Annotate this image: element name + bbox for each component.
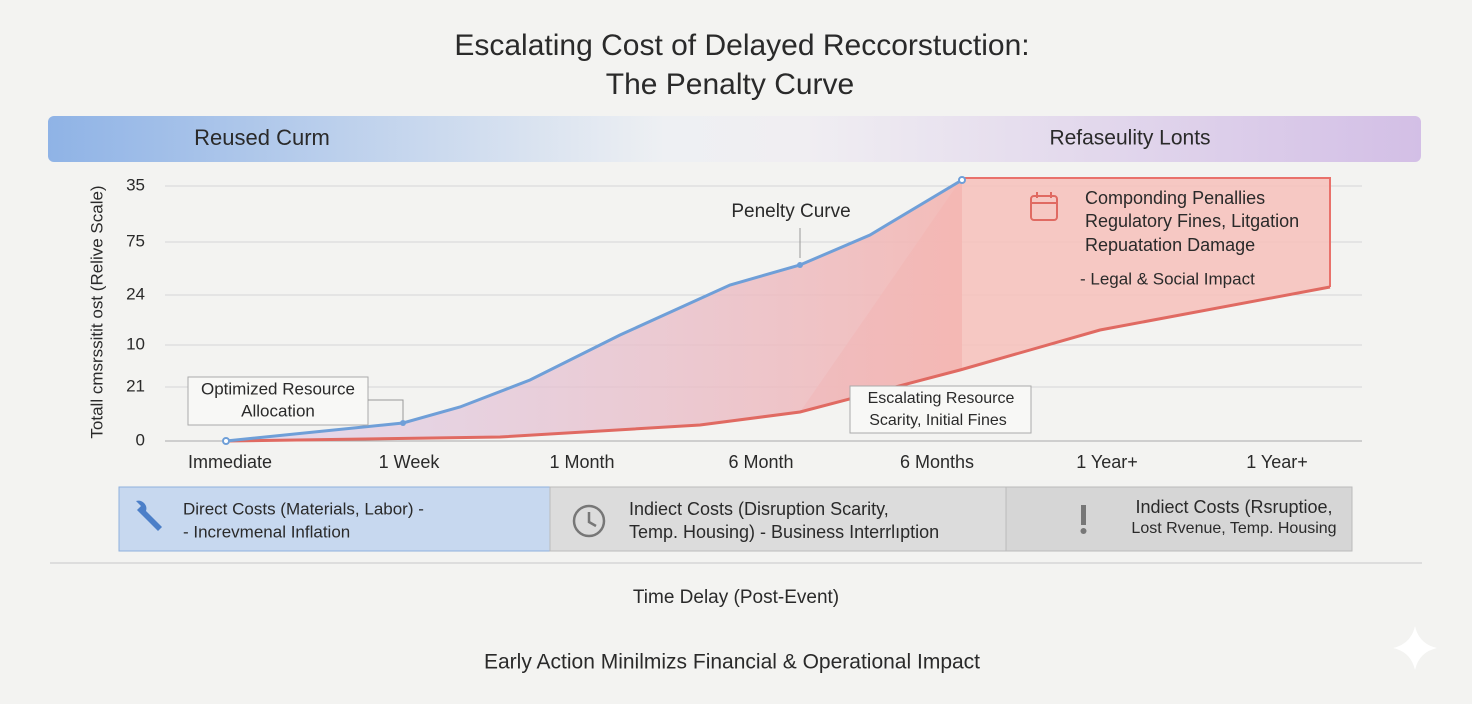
cost-box xyxy=(549,486,1007,552)
region-edge xyxy=(962,177,1331,287)
annotation: Regulatory Fines, Litgation xyxy=(1085,211,1299,231)
x-tick-label: 1 Year+ xyxy=(1076,452,1138,472)
cost-area xyxy=(226,180,962,441)
x-tick-label: Immediate xyxy=(188,452,272,472)
annotation: Allocation xyxy=(241,401,315,420)
x-tick-label: 6 Months xyxy=(900,452,974,472)
alert-icon xyxy=(1080,505,1087,534)
y-tick-label: 75 xyxy=(126,231,145,250)
annotation: Componding Penallies xyxy=(1085,188,1265,208)
direct-cost-curve xyxy=(225,285,1331,443)
x-tick-label: 1 Year+ xyxy=(1246,452,1308,472)
annotation: Escalating Resource xyxy=(868,390,1015,407)
leader xyxy=(368,399,404,420)
cost-text: Lost Rvenue, Temp. Housing xyxy=(1131,520,1336,537)
cost-text: Indiect Costs (Disruption Scarity, xyxy=(629,499,889,519)
phase-band xyxy=(48,116,1421,162)
calendar-icon xyxy=(1030,192,1058,221)
y-tick-label: 24 xyxy=(126,284,145,303)
cost-text: Temp. Housing) - Business Interrlıption xyxy=(629,522,939,542)
point xyxy=(797,262,803,268)
annotation: Scarity, Initial Fines xyxy=(869,412,1007,429)
annotation-box xyxy=(849,385,1032,434)
annotation: - Legal & Social Impact xyxy=(1080,269,1255,288)
y-tick-label: 21 xyxy=(126,376,145,395)
point xyxy=(400,420,406,426)
footer: Early Action Minilmizs Financial & Opera… xyxy=(484,651,980,674)
band-label: Refaseulity Lonts xyxy=(1049,127,1210,150)
x-tick-label: 1 Week xyxy=(379,452,441,472)
cost-text: Direct Costs (Materials, Labor) - xyxy=(183,499,424,518)
wrench-icon xyxy=(132,500,162,531)
y-axis-title: Totall cmsrssitit ost (Relive Scale) xyxy=(87,185,106,438)
point xyxy=(958,176,966,184)
cost-box xyxy=(1005,486,1353,552)
clock-icon xyxy=(572,504,606,538)
title: Escalating Cost of Delayed Reccorstuctio… xyxy=(454,29,1029,62)
annotation: Penelty Curve xyxy=(731,201,850,222)
y-tick-label: 0 xyxy=(136,430,145,449)
x-tick-label: 1 Month xyxy=(549,452,614,472)
cost-box xyxy=(118,486,551,552)
sparkle xyxy=(1393,626,1437,670)
y-tick-label: 35 xyxy=(126,175,145,194)
band-label: Reused Curm xyxy=(194,125,330,150)
title: The Penalty Curve xyxy=(606,68,854,101)
cost-text: Indiect Costs (Rsruptioe, xyxy=(1135,497,1332,517)
x-axis-title: Time Delay (Post-Event) xyxy=(633,587,839,608)
point xyxy=(222,437,230,445)
annotation: Repuatation Damage xyxy=(1085,235,1255,255)
annotation: Optimized Resource xyxy=(201,379,355,398)
penalty-curve xyxy=(225,178,963,443)
annotation-box xyxy=(187,376,369,426)
y-tick-label: 10 xyxy=(126,334,145,353)
x-tick-label: 6 Month xyxy=(728,452,793,472)
cost-text: - Increvmenal Inflation xyxy=(183,522,350,541)
